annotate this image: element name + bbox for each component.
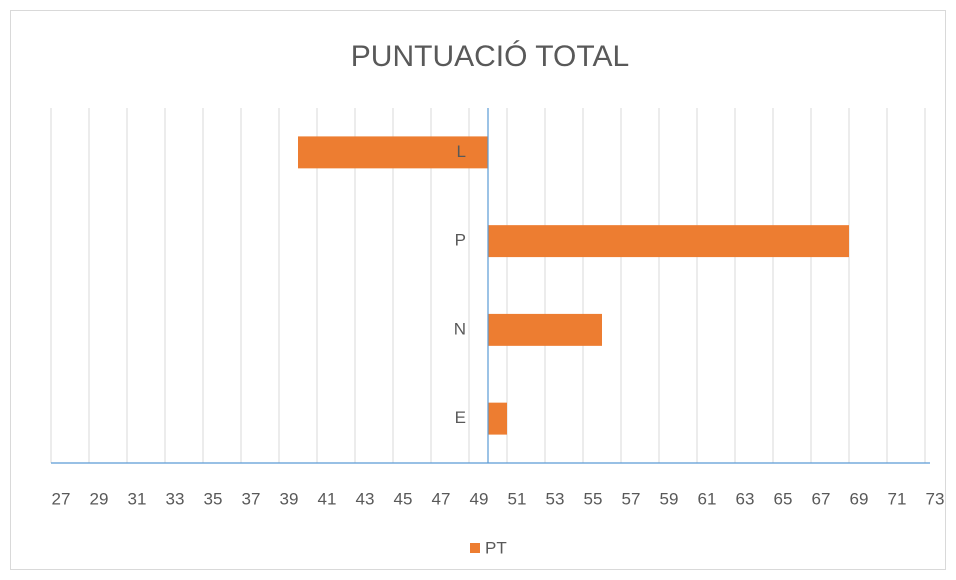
legend-label: PT (485, 538, 507, 557)
x-tick-label: 45 (394, 489, 413, 508)
x-tick-label: 27 (52, 489, 71, 508)
x-tick-label: 55 (584, 489, 603, 508)
y-tick-label: N (454, 319, 466, 338)
y-tick-label: L (457, 142, 466, 161)
x-tick-label: 49 (470, 489, 489, 508)
x-tick-label: 59 (660, 489, 679, 508)
x-tick-label: 47 (432, 489, 451, 508)
x-tick-label: 53 (546, 489, 565, 508)
chart-area (10, 10, 946, 570)
y-tick-label: P (455, 231, 466, 250)
x-tick-label: 37 (242, 489, 261, 508)
x-tick-label: 73 (926, 489, 945, 508)
legend-swatch (470, 543, 480, 553)
bar (488, 225, 849, 258)
x-tick-label: 65 (774, 489, 793, 508)
x-tick-label: 29 (90, 489, 109, 508)
bar (298, 136, 488, 169)
x-tick-label: 57 (622, 489, 641, 508)
chart-title: PUNTUACIÓ TOTAL (351, 40, 629, 73)
x-tick-label: 35 (204, 489, 223, 508)
x-tick-label: 63 (736, 489, 755, 508)
x-tick-label: 69 (850, 489, 869, 508)
x-tick-label: 43 (356, 489, 375, 508)
x-tick-label: 31 (128, 489, 147, 508)
x-tick-label: 61 (698, 489, 717, 508)
y-tick-label: E (455, 408, 466, 427)
x-tick-label: 33 (166, 489, 185, 508)
bar (488, 313, 602, 346)
x-tick-label: 39 (280, 489, 299, 508)
x-tick-label: 71 (888, 489, 907, 508)
bar (488, 402, 507, 435)
x-tick-label: 67 (812, 489, 831, 508)
x-tick-label: 51 (508, 489, 527, 508)
x-tick-label: 41 (318, 489, 337, 508)
